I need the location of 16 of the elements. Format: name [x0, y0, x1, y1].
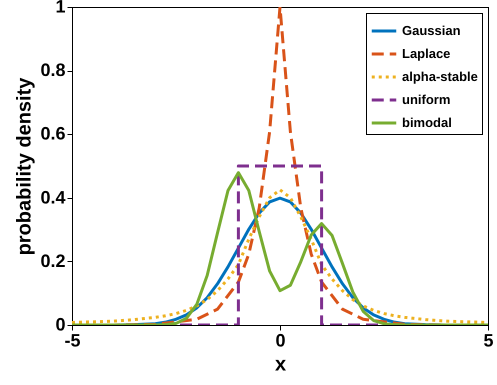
y-tick-label: 0.8 [40, 60, 66, 80]
legend-label: uniform [402, 92, 450, 107]
x-tick-label: 0 [275, 330, 286, 350]
y-tick-label: 0.4 [40, 187, 66, 208]
x-tick-label: -5 [64, 330, 81, 350]
y-tick-label: 1 [55, 0, 66, 16]
legend-label: Laplace [402, 46, 450, 61]
y-tick-label: 0.6 [40, 124, 66, 144]
x-tick-label: 5 [483, 330, 494, 350]
y-tick-label: 0 [55, 314, 66, 334]
y-axis-title: probability density [13, 76, 36, 256]
legend-label: bimodal [402, 115, 452, 130]
x-axis-title: x [274, 354, 286, 376]
legend-label: alpha-stable [402, 69, 478, 84]
legend-label: Gaussian [402, 23, 461, 38]
y-tick-label: 0.2 [40, 250, 66, 271]
